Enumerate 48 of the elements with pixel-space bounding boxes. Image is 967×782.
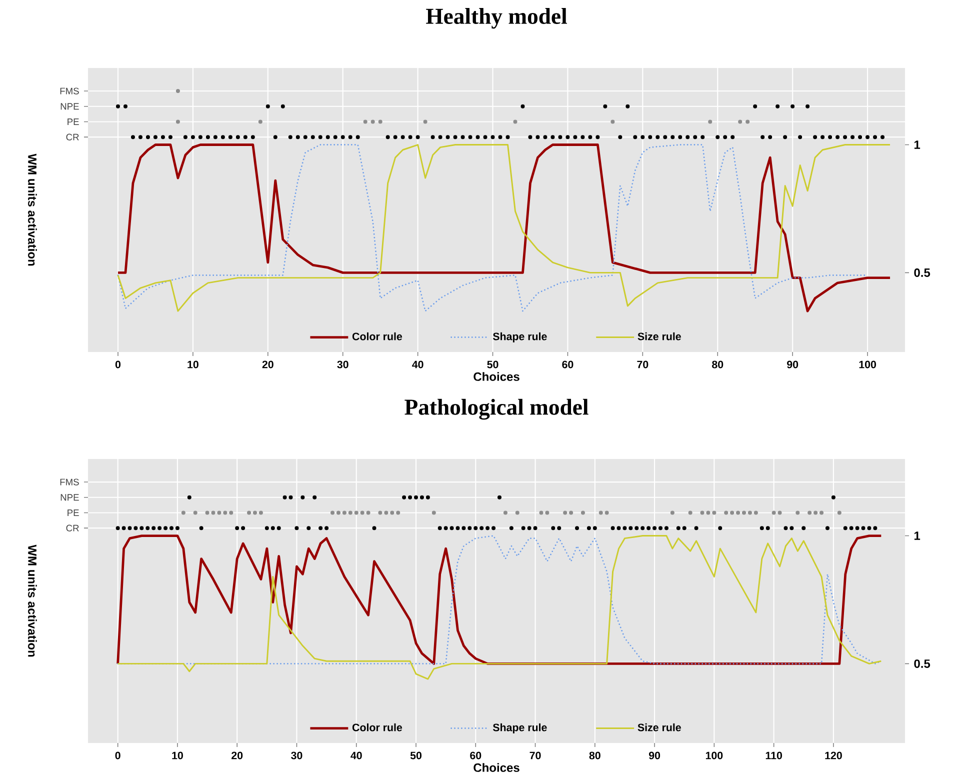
legend-label: Color rule [352,332,402,340]
x-tick-label: 80 [589,752,600,760]
x-tick-label: 80 [712,360,724,368]
y-tick-label: 0.5 [914,659,930,668]
x-axis-title: Choices [474,763,520,772]
x-tick-label: 50 [487,360,498,368]
x-tick-label: 30 [337,360,348,368]
legend-label: Color rule [352,723,402,732]
x-tick-label: 100 [859,360,876,368]
y-tick-label: FMS [60,88,79,94]
y-tick-label: 1 [914,532,920,540]
y-tick-label: NPE [60,494,79,501]
legend-label: Size rule [638,332,681,340]
x-tick-label: 10 [188,360,198,368]
y-axis-title: WM units activation [28,154,37,266]
y-tick-label: CR [66,524,79,532]
x-tick-label: 120 [825,752,842,760]
y-tick-label: 0.5 [914,268,930,277]
y-tick-label: PE [68,118,79,125]
x-tick-label: 40 [412,360,424,368]
x-tick-label: 60 [470,752,482,760]
x-tick-label: 0 [115,752,120,760]
x-tick-label: 20 [232,752,243,760]
x-tick-label: 70 [637,360,648,368]
x-tick-label: 100 [706,752,723,760]
chart-title: Healthy model [426,8,567,29]
x-tick-label: 20 [262,360,274,368]
y-axis-title: WM units activation [28,544,37,657]
x-tick-label: 50 [410,752,422,760]
y-tick-label: CR [66,134,79,140]
y-tick-label: 1 [914,140,920,149]
x-tick-label: 60 [562,360,574,368]
x-tick-label: 110 [766,752,782,760]
x-tick-label: 30 [291,752,302,760]
y-tick-label: NPE [60,103,79,110]
legend-label: Shape rule [492,723,547,734]
x-tick-label: 0 [115,360,121,368]
y-tick-label: PE [68,510,79,516]
x-tick-label: 70 [530,752,541,760]
chart-title: Pathological model [404,398,588,420]
x-tick-label: 90 [787,360,798,368]
x-axis-title: Choices [474,372,520,381]
x-tick-label: 40 [350,752,362,760]
y-tick-label: FMS [60,478,79,486]
legend-label: Shape rule [492,332,547,342]
legend-label: Size rule [638,723,681,732]
x-tick-label: 90 [648,752,660,760]
x-tick-label: 10 [172,752,183,760]
